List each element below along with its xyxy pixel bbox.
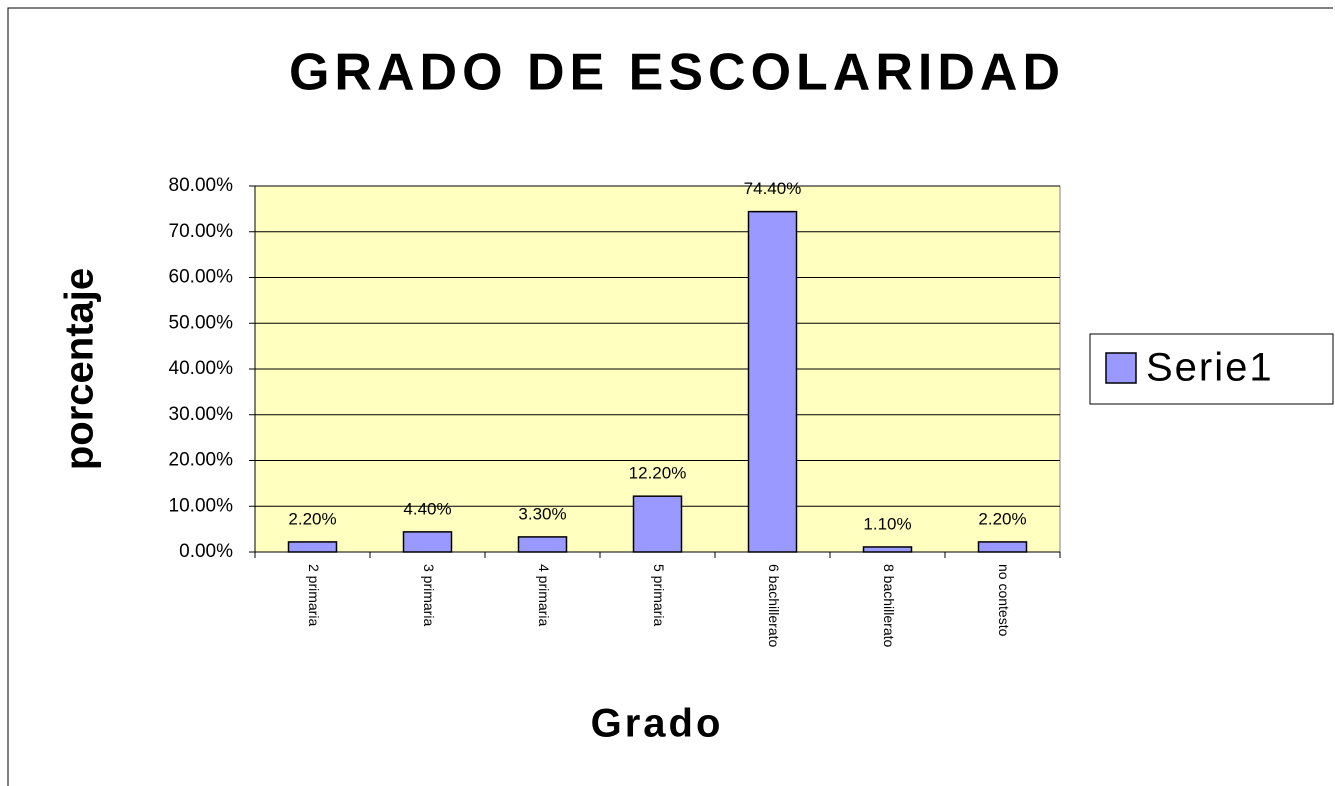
x-tick-label: 5 primaria (651, 564, 667, 626)
data-label: 12.20% (629, 464, 687, 483)
legend-swatch (1105, 352, 1137, 384)
bar (287, 541, 338, 553)
data-label: 2.20% (288, 509, 336, 528)
data-label: 4.40% (403, 499, 451, 518)
bar (632, 495, 683, 553)
chart-border (7, 7, 1333, 786)
x-tick-label: 8 bachillerato (881, 564, 897, 647)
bar (977, 541, 1028, 553)
x-tick-label: 2 primaria (306, 564, 322, 626)
y-tick-label: 0.00% (179, 541, 233, 562)
data-label: 2.20% (978, 509, 1026, 528)
y-axis-label: porcentaje (58, 268, 102, 470)
x-tick-label: no contesto (996, 564, 1012, 637)
y-tick-label: 40.00% (169, 358, 234, 379)
bar (517, 536, 568, 553)
data-label: 1.10% (863, 514, 911, 533)
x-axis-label: Grado (591, 702, 724, 746)
y-tick-label: 80.00% (169, 175, 234, 196)
y-tick-label: 20.00% (169, 450, 234, 471)
data-label: 3.30% (518, 504, 566, 523)
data-label: 74.40% (744, 179, 802, 198)
y-tick-label: 60.00% (169, 267, 234, 288)
legend-label: Serie1 (1146, 346, 1274, 390)
bar (402, 531, 453, 553)
y-tick-label: 30.00% (169, 404, 234, 425)
x-tick-label: 6 bachillerato (766, 564, 782, 647)
chart-title: GRADO DE ESCOLARIDAD (289, 44, 1065, 102)
y-tick-label: 70.00% (169, 221, 234, 242)
x-tick-label: 4 primaria (536, 564, 552, 626)
bar (747, 210, 798, 553)
x-tick-label: 3 primaria (421, 564, 437, 626)
y-tick-label: 10.00% (169, 495, 234, 516)
bar (862, 546, 913, 553)
y-tick-label: 50.00% (169, 312, 234, 333)
